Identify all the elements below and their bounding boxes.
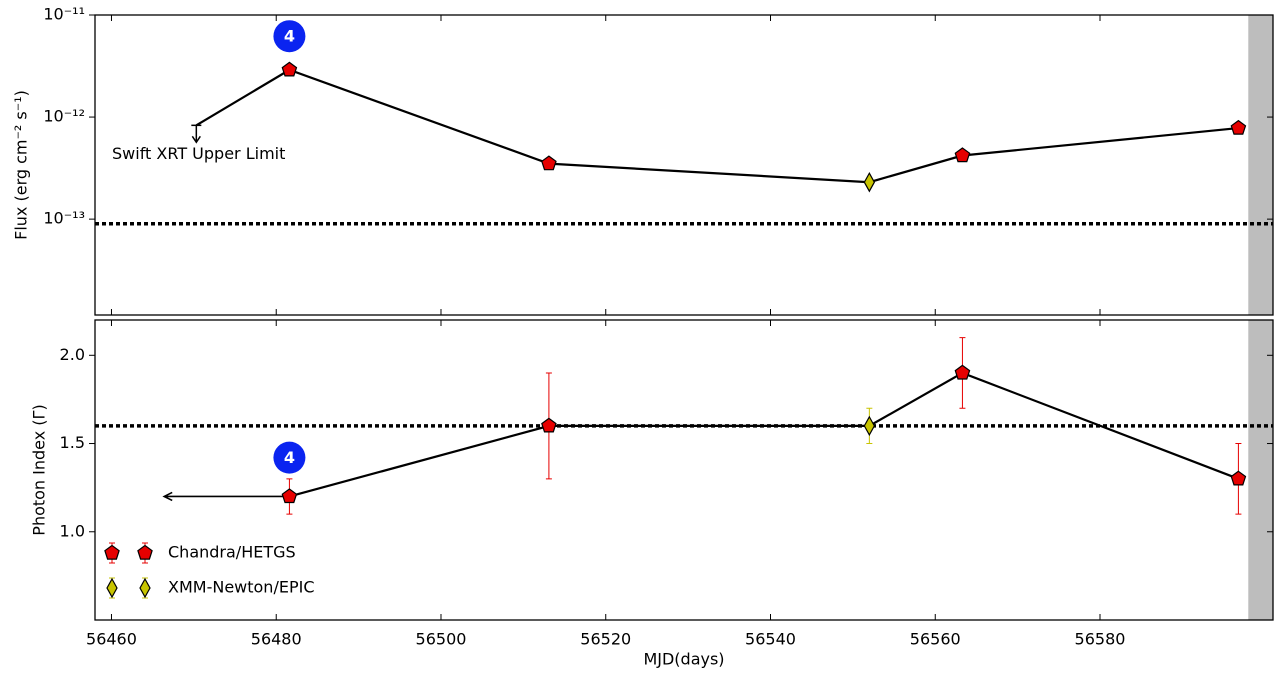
shaded-span xyxy=(1248,15,1273,315)
limit-arrow xyxy=(162,491,290,502)
y-tick-label: 10⁻¹² xyxy=(43,107,85,126)
data-line xyxy=(289,371,1239,498)
marker xyxy=(281,61,298,77)
x-axis-label: MJD(days) xyxy=(643,650,724,669)
marker xyxy=(281,488,298,504)
x-tick-label: 56460 xyxy=(86,630,137,649)
y-axis-label: Flux (erg cm⁻² s⁻¹) xyxy=(12,90,31,240)
y-tick-label: 10⁻¹¹ xyxy=(43,5,85,24)
marker xyxy=(954,364,971,380)
x-tick-label: 56540 xyxy=(745,630,796,649)
marker xyxy=(954,147,971,163)
badge xyxy=(273,441,306,474)
x-tick-label: 56560 xyxy=(910,630,961,649)
plot-frame xyxy=(94,319,1274,621)
marker xyxy=(1230,470,1247,486)
legend-label: Chandra/HETGS xyxy=(168,543,296,562)
upper-limit-arrow xyxy=(191,125,201,144)
plot-frame xyxy=(94,14,1274,316)
badge xyxy=(273,20,306,53)
x-tick-label: 56520 xyxy=(580,630,631,649)
marker xyxy=(541,417,557,433)
shaded-span xyxy=(1248,320,1273,620)
x-tick-label: 56580 xyxy=(1075,630,1126,649)
y-tick-label: 2.0 xyxy=(60,345,85,364)
y-tick-label: 1.5 xyxy=(60,433,85,452)
y-axis-label: Photon Index (Γ) xyxy=(30,404,49,535)
y-tick-label: 1.0 xyxy=(60,521,85,540)
marker xyxy=(1230,119,1247,135)
marker xyxy=(863,171,876,193)
x-tick-label: 56480 xyxy=(251,630,302,649)
marker xyxy=(541,155,557,171)
badge-label: 4 xyxy=(284,448,295,467)
marker xyxy=(137,544,153,560)
x-tick-label: 56500 xyxy=(416,630,467,649)
marker xyxy=(106,577,118,599)
y-tick-label: 10⁻¹³ xyxy=(43,209,85,228)
marker xyxy=(104,544,120,560)
marker xyxy=(863,415,876,437)
data-line xyxy=(195,68,1239,184)
marker xyxy=(139,577,151,599)
badge-label: 4 xyxy=(284,27,295,46)
legend-label: XMM-Newton/EPIC xyxy=(168,578,314,597)
upper-limit-label: Swift XRT Upper Limit xyxy=(112,144,285,163)
